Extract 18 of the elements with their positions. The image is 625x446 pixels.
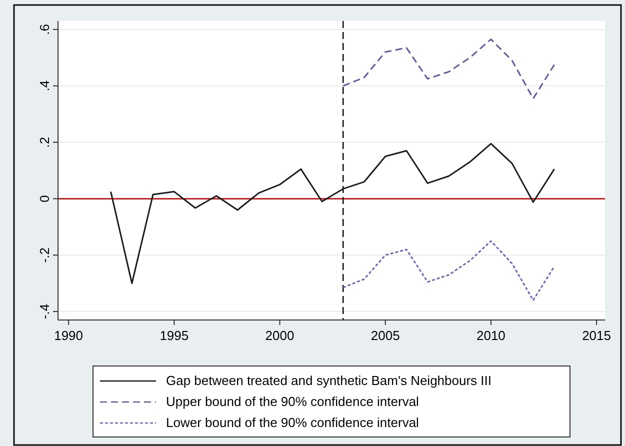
line-series <box>342 240 556 302</box>
y-tick-label: -.4 <box>37 304 52 320</box>
y-tick-label: .6 <box>37 24 52 35</box>
line-series <box>342 38 556 100</box>
y-tick-label: .4 <box>37 80 52 92</box>
legend-label: Upper bound of the 90% confidence interval <box>166 394 420 409</box>
x-tick-label: 2000 <box>265 328 294 343</box>
line-series <box>110 142 556 284</box>
x-tick-label: 1990 <box>54 328 84 343</box>
x-tick-label: 2005 <box>370 328 400 343</box>
x-tick-label: 2015 <box>582 328 612 343</box>
x-tick-label: 2010 <box>476 328 506 343</box>
legend-label: Gap between treated and synthetic Bam's Neighbours III <box>166 373 492 388</box>
y-tick-label: -.2 <box>37 248 52 263</box>
x-tick-label: 1995 <box>160 328 189 343</box>
y-tick-label: .2 <box>37 136 52 148</box>
y-tick-label: 0 <box>37 195 52 202</box>
legend-label: Lower bound of the 90% confidence interval <box>166 415 420 430</box>
